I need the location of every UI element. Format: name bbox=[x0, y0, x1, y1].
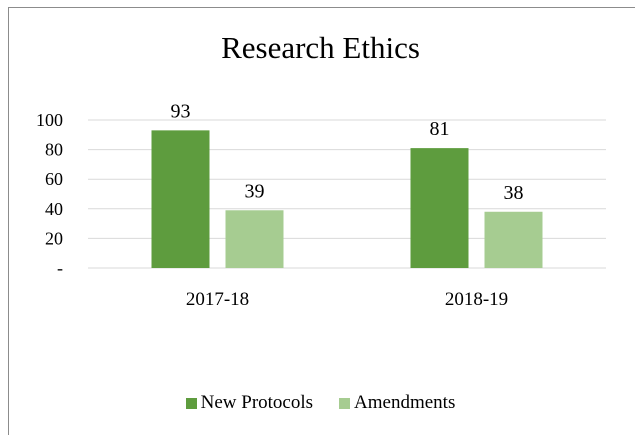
x-category-label: 2018-19 bbox=[445, 289, 508, 310]
data-label-amendments-2017-18: 39 bbox=[245, 180, 265, 202]
labels: - 20 40 60 80 100 93 39 2017-18 81 38 2018-19 bbox=[36, 100, 524, 310]
legend-swatch-new-protocols bbox=[185, 397, 197, 409]
data-label-new-protocols-2018-19: 81 bbox=[430, 118, 450, 140]
y-tick-label: 20 bbox=[45, 228, 63, 248]
data-label-amendments-2018-19: 38 bbox=[504, 182, 524, 204]
legend-item-new-protocols: New Protocols bbox=[185, 392, 314, 414]
legend-label-amendments: Amendments bbox=[354, 392, 456, 413]
legend: New Protocols Amendments bbox=[0, 392, 641, 414]
legend-label-new-protocols: New Protocols bbox=[200, 392, 314, 413]
bars bbox=[151, 130, 543, 268]
x-category-label: 2017-18 bbox=[186, 289, 249, 310]
legend-swatch-amendments bbox=[339, 397, 351, 409]
chart-title: Research Ethics bbox=[221, 30, 420, 65]
y-tick-label: 100 bbox=[36, 110, 63, 130]
bar-amendments-2018-19 bbox=[484, 211, 543, 268]
y-tick-label: 40 bbox=[45, 199, 63, 219]
data-label-new-protocols-2017-18: 93 bbox=[171, 100, 191, 122]
y-tick-label: 80 bbox=[45, 140, 63, 160]
bar-new-protocols-2018-19 bbox=[410, 148, 469, 268]
y-tick-label: 60 bbox=[45, 169, 63, 189]
bar-amendments-2017-18 bbox=[225, 210, 284, 268]
bar-new-protocols-2017-18 bbox=[151, 130, 210, 268]
legend-item-amendments: Amendments bbox=[339, 392, 455, 414]
y-tick-label: - bbox=[57, 258, 63, 278]
